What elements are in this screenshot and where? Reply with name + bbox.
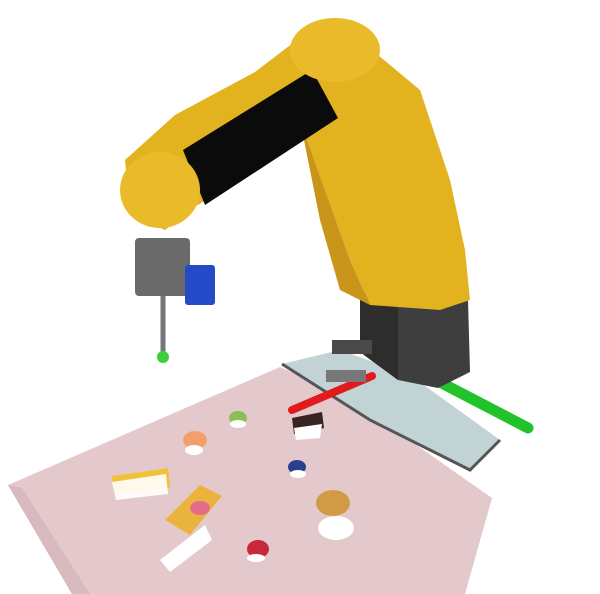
probe-tip xyxy=(157,351,169,363)
bread-slice-center[interactable] xyxy=(160,485,222,572)
y-axis-marker xyxy=(426,372,534,434)
blueberry-cup[interactable] xyxy=(288,460,306,478)
work-mat xyxy=(8,367,492,594)
robot-shoulder-joint xyxy=(290,18,380,82)
cake-slice[interactable] xyxy=(292,412,324,440)
robot-wrist-joint xyxy=(120,152,200,228)
bun[interactable] xyxy=(316,490,354,540)
gripper-bracket xyxy=(332,340,372,354)
robot-base-shade xyxy=(360,300,398,380)
cupcake-orange[interactable] xyxy=(183,431,207,455)
tool-flange xyxy=(135,238,190,296)
strawberry[interactable] xyxy=(247,540,269,562)
bread-slice-left[interactable] xyxy=(112,468,170,500)
tool-mount xyxy=(185,265,215,305)
cupcake-green[interactable] xyxy=(229,411,247,428)
robot-upper-arm-panel xyxy=(183,70,338,205)
robot-lower-arm-shade xyxy=(300,120,370,305)
gripper-jaw xyxy=(326,370,366,382)
robot-lower-arm xyxy=(300,40,470,310)
work-mat-shadow xyxy=(8,485,90,594)
